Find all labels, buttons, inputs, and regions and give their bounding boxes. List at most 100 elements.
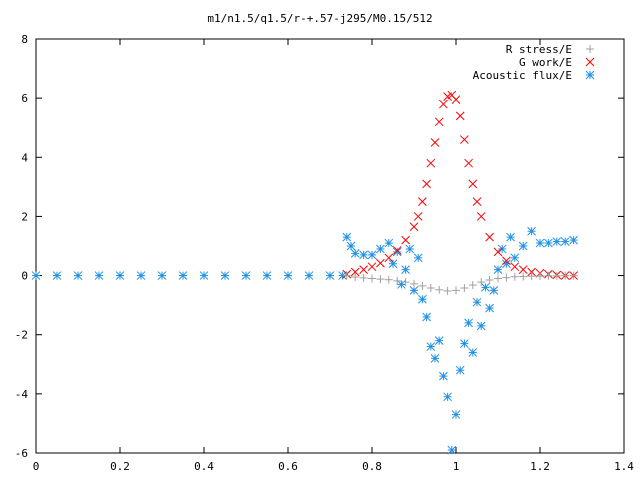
data-point [367, 262, 377, 272]
y-tick-label: -6 [15, 447, 28, 460]
data-point [422, 312, 431, 322]
data-point [405, 244, 415, 254]
data-point [157, 271, 167, 280]
data-point [342, 271, 351, 280]
data-point [346, 241, 356, 251]
data-point [418, 294, 427, 304]
data-point [477, 278, 486, 287]
data-point [439, 371, 448, 381]
plot-frame [35, 38, 625, 454]
data-point [397, 280, 406, 289]
data-point [468, 281, 477, 290]
data-point [392, 247, 402, 257]
data-point [199, 271, 209, 280]
data-point [502, 273, 511, 282]
x-tick-label: 1.2 [530, 460, 550, 473]
data-point [418, 197, 427, 206]
y-tick-label: 8 [21, 33, 28, 46]
data-point [536, 272, 544, 281]
data-point [552, 271, 561, 280]
data-point [455, 111, 465, 121]
y-tick-label: 0 [21, 270, 28, 283]
data-point [506, 232, 515, 242]
data-point [384, 253, 394, 263]
data-point [401, 235, 410, 245]
data-point [485, 232, 494, 242]
data-point [418, 281, 427, 290]
data-point [510, 272, 519, 281]
data-point [220, 271, 230, 280]
data-point [451, 410, 461, 419]
legend-marker [585, 70, 595, 80]
data-point [384, 275, 393, 284]
data-point [535, 238, 545, 248]
legend-label: R stress/E [506, 43, 572, 56]
data-point [569, 271, 578, 280]
data-point [443, 392, 452, 402]
data-point [376, 244, 385, 254]
data-point [510, 262, 520, 272]
data-point [481, 283, 490, 292]
data-point [422, 179, 431, 189]
data-point [468, 179, 478, 189]
data-point [464, 318, 473, 328]
x-tick-label: 0.6 [278, 460, 298, 473]
data-point [178, 271, 188, 280]
data-point [368, 274, 376, 283]
y-tick-label: -4 [15, 388, 29, 401]
data-point [544, 271, 553, 280]
legend-label: Acoustic flux/E [473, 69, 572, 82]
data-point [494, 274, 502, 283]
legend-entry: G work/E [519, 56, 595, 69]
x-tick-label: 0 [33, 460, 40, 473]
data-point [31, 271, 41, 280]
data-point [569, 235, 578, 245]
x-tick-label: 0.8 [362, 460, 382, 473]
data-point [439, 99, 448, 109]
data-point [493, 247, 503, 257]
data-point [350, 267, 360, 277]
data-point [476, 212, 486, 221]
data-point [342, 232, 352, 242]
data-point [460, 135, 469, 144]
data-point [476, 321, 486, 331]
y-tick-label: 6 [21, 92, 28, 105]
data-point [434, 336, 444, 345]
data-point [401, 278, 410, 287]
legend-label: G work/E [519, 56, 572, 69]
data-point [359, 250, 368, 260]
x-tick-label: 1 [453, 460, 460, 473]
data-point [434, 117, 444, 127]
data-point [304, 271, 314, 280]
series-1 [342, 271, 578, 295]
data-point [510, 253, 520, 263]
data-point [560, 237, 570, 246]
data-point [447, 445, 457, 455]
data-point [455, 365, 465, 375]
data-point [561, 271, 570, 280]
data-point [384, 238, 394, 248]
data-point [552, 237, 562, 246]
data-point [325, 271, 335, 280]
data-point [367, 250, 377, 260]
data-point [430, 138, 440, 147]
data-point [497, 244, 507, 254]
data-point [493, 265, 503, 275]
data-point [443, 286, 452, 295]
legend-marker [585, 57, 595, 67]
data-point [502, 256, 511, 266]
data-point [94, 271, 104, 280]
data-point [52, 271, 62, 280]
x-tick-label: 1.4 [614, 460, 634, 473]
data-point [460, 283, 469, 292]
data-point [350, 249, 360, 258]
data-point [485, 303, 494, 313]
data-point [283, 271, 293, 280]
legend-marker [586, 45, 594, 53]
x-tick-label: 0.4 [194, 460, 214, 473]
data-point [136, 271, 146, 280]
x-tick-label: 0.2 [110, 460, 130, 473]
data-point [430, 354, 440, 363]
data-point [426, 342, 436, 351]
